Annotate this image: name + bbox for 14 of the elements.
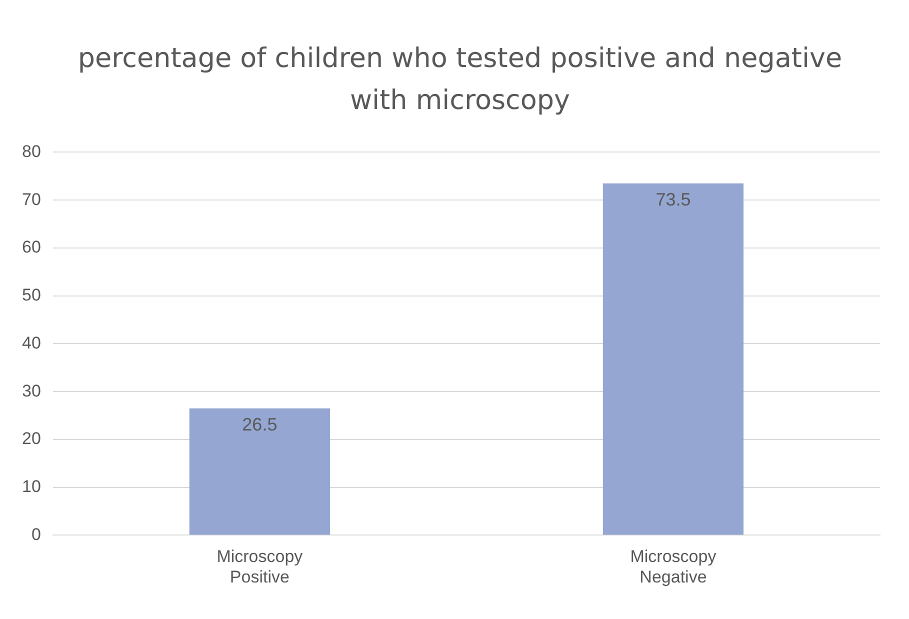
y-tick-label: 30 <box>22 381 41 400</box>
y-tick-label: 70 <box>22 190 41 209</box>
y-tick-label: 80 <box>22 142 41 161</box>
x-tick-label: Microscopy Negative <box>630 547 717 586</box>
data-label: 26.5 <box>242 414 278 434</box>
y-tick-label: 0 <box>31 524 41 544</box>
y-tick-label: 20 <box>22 429 41 448</box>
data-label: 73.5 <box>656 189 691 210</box>
x-tick-label: Microscopy Positive <box>216 547 304 586</box>
y-tick-label: 50 <box>22 286 41 305</box>
y-tick-label: 10 <box>22 477 41 496</box>
y-tick-label: 60 <box>22 238 41 257</box>
chart-title: percentage of children who tested positive and negative with microscopy <box>76 42 844 118</box>
y-tick-label: 40 <box>22 333 41 352</box>
